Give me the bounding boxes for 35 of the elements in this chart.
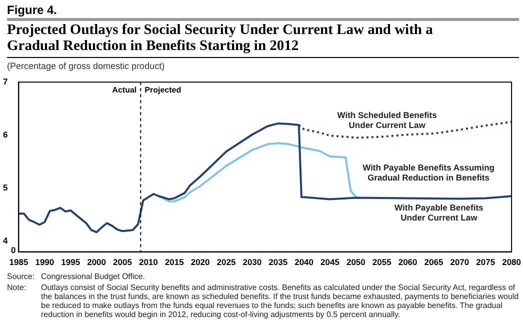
x-tick-label: 2020 [190,257,210,268]
x-tick-label: 2010 [138,257,158,268]
x-tick-label: 2035 [268,257,288,268]
x-tick-label: 2065 [424,257,444,268]
caption: Figure 4. [7,3,58,17]
x-tick-label: 2055 [372,257,392,268]
x-tick-label: 2045 [320,257,340,268]
x-tick-label: 2000 [87,257,106,268]
series-label: With Payable Benefits Assuming Gradual Reduction in Benefits [362,162,494,182]
y-tick-label: 6 [2,129,8,140]
x-tick-label: 2050 [346,257,366,268]
x-tick-label: 1990 [35,257,54,268]
x-tick-label: 2025 [216,257,236,268]
series-label: With Payable Benefits Under Current Law [394,202,484,223]
x-tick-label: 2075 [476,257,496,268]
x-tick-label: 2030 [242,257,262,268]
x-tick-label: 2060 [398,257,418,268]
annotation: Actual [112,85,137,94]
y-tick-label: 7 [2,76,8,86]
x-tick-label: 2040 [294,257,314,268]
source-note: Source: Congressional Budget Office. [7,272,145,281]
x-tick-label: 2005 [113,257,132,268]
x-tick-label: 1985 [9,257,28,268]
y-tick-label: 5 [2,182,8,193]
x-tick-label: 2015 [164,257,184,268]
chart-title: Projected Outlays for Social Security Under Current Law and with a Gradual Reduction in Benefits Starting in 2012 [7,22,434,54]
y-tick-label: 4 [2,236,8,246]
x-tick-label: 2070 [450,257,470,268]
text: Note: Outlays consist of Social Security benefits and administrative costs. Benefits as calculated under the Social Security Act, regardless of the balances in the trust funds, are known as scheduled benefits. If the trust funds became exhausted, payments to beneficiaries would be reduced to make outlays from the funds equal revenues to the funds; such benefits are known as payable benefits. The gradual reduction in benefits would begin in 2012, reducing cost-of-living adjustments by 0.5 percent annually. [7,283,519,319]
series-label: With Scheduled Benefits Under Current Law [337,110,438,130]
chart-subtitle: (Percentage of gross domestic product) [7,61,165,71]
text: 0 [10,245,16,256]
x-tick-label: 2080 [502,257,522,268]
annotation: Projected [144,85,182,94]
x-tick-label: 1995 [61,257,80,268]
